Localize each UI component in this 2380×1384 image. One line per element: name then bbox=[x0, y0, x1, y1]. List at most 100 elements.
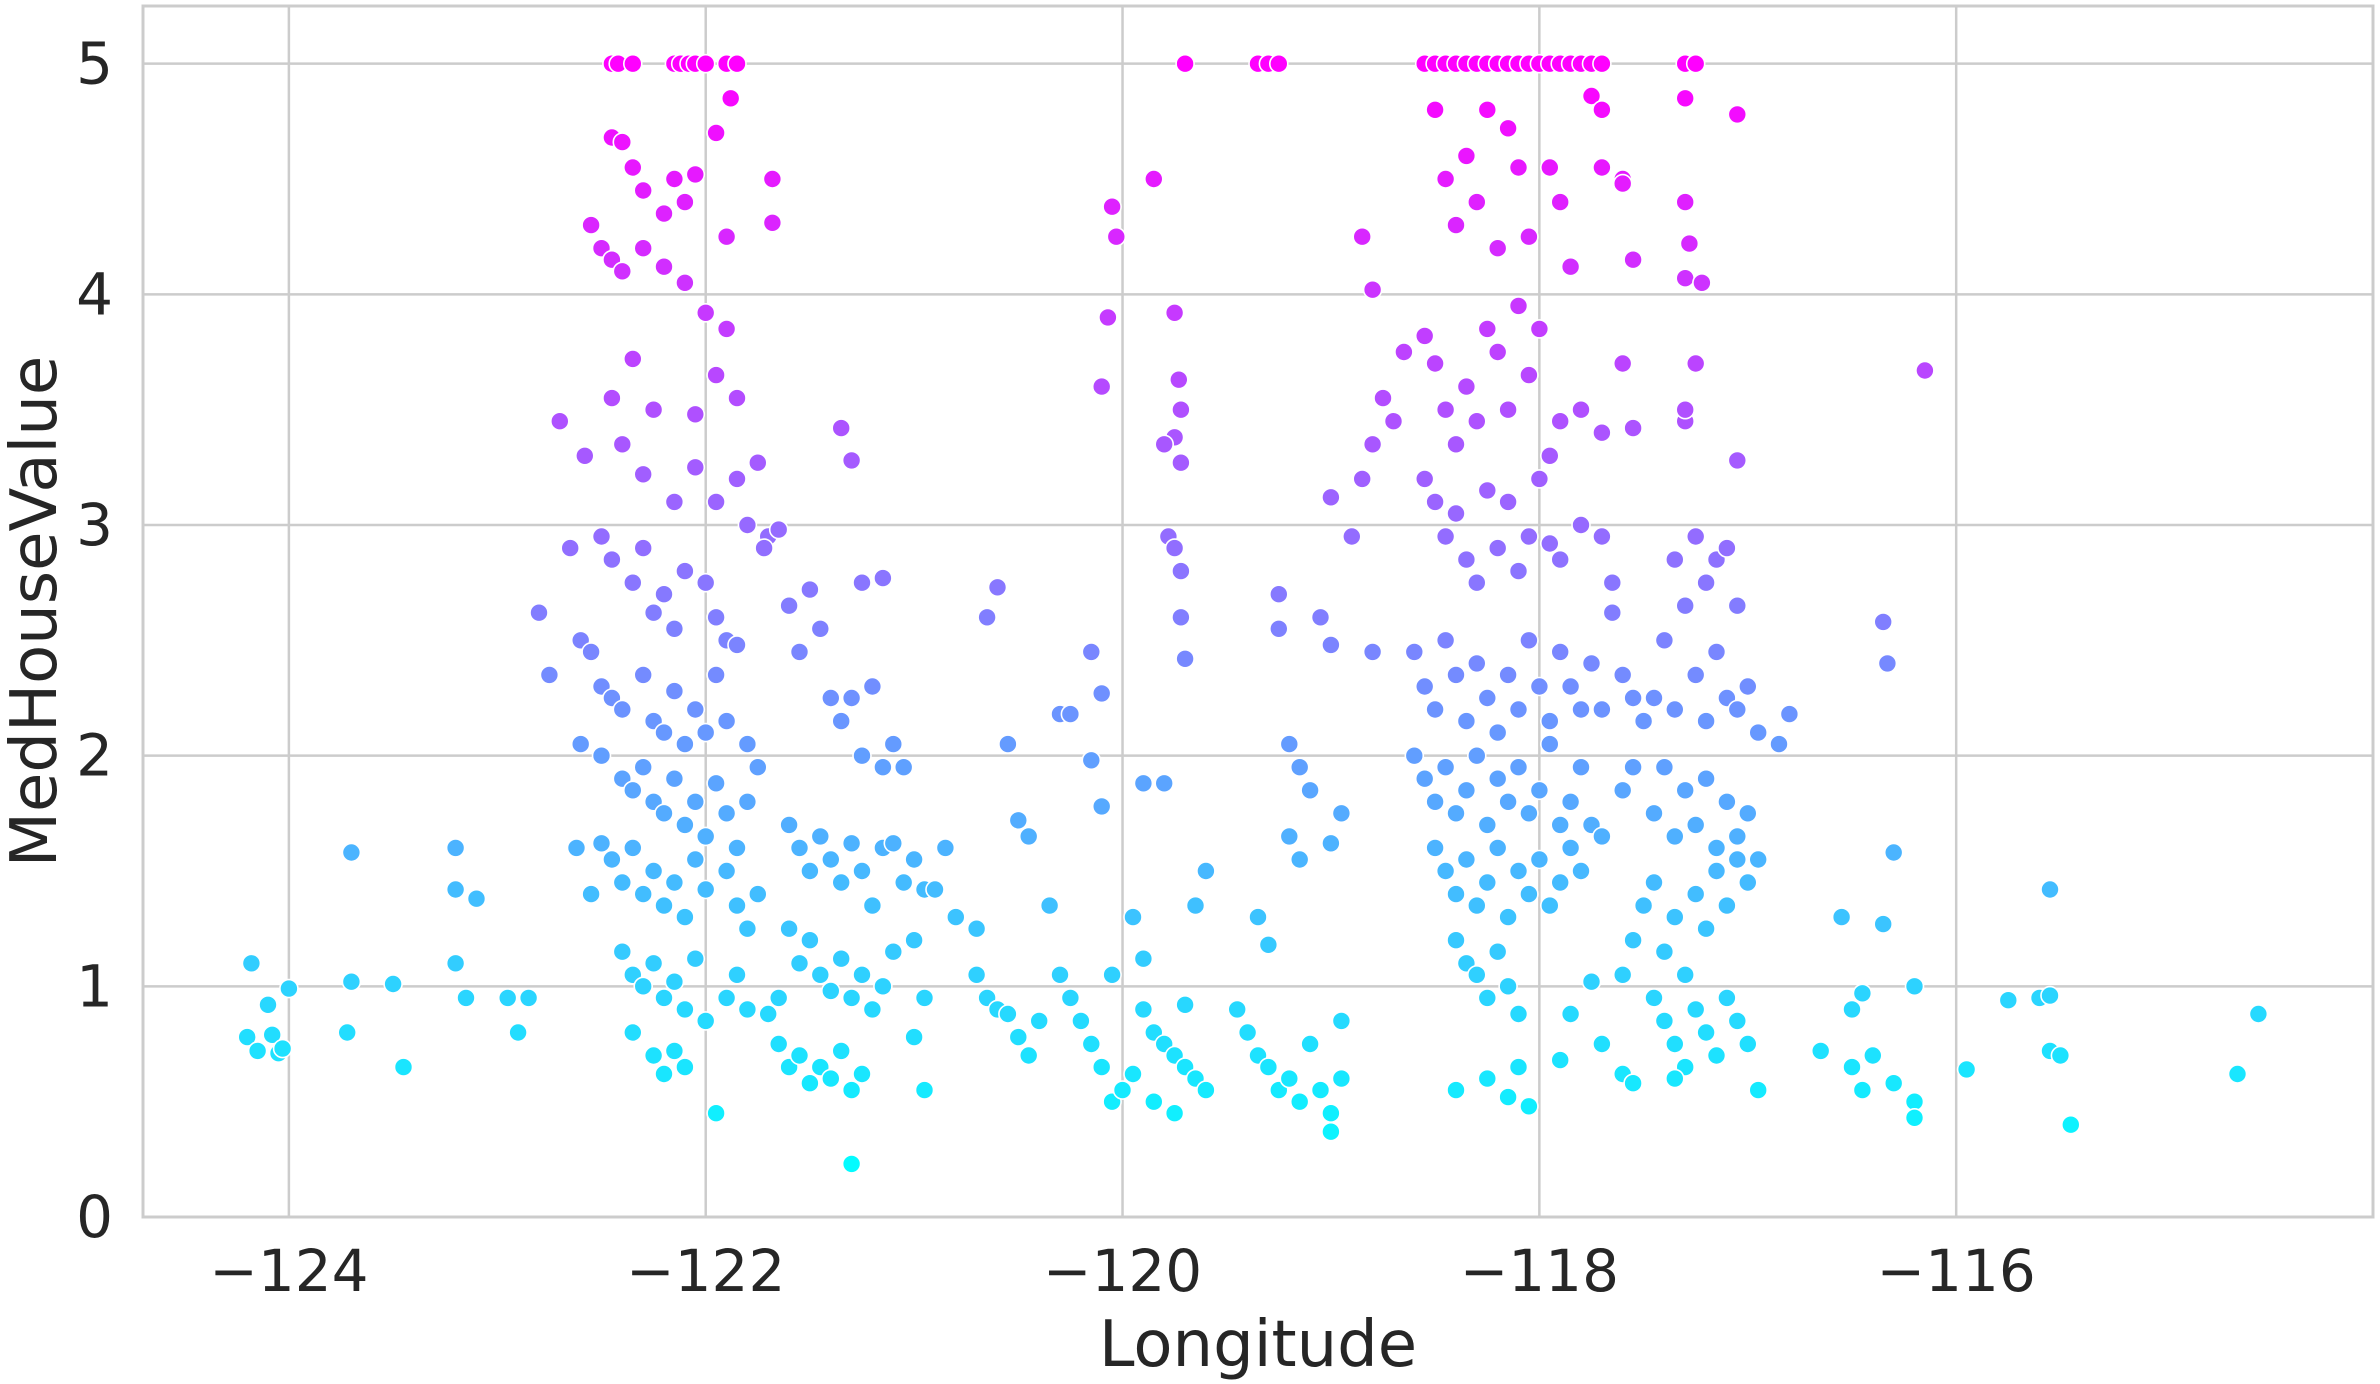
data-point bbox=[1738, 872, 1758, 893]
data-point bbox=[1081, 750, 1102, 771]
data-point bbox=[779, 918, 799, 939]
data-point bbox=[237, 1027, 257, 1047]
data-point bbox=[841, 1080, 862, 1100]
data-point bbox=[1727, 849, 1748, 870]
data-point bbox=[1644, 988, 1664, 1008]
data-point bbox=[1863, 1045, 1883, 1066]
data-point bbox=[1373, 388, 1393, 408]
data-point bbox=[258, 994, 278, 1015]
data-point bbox=[1998, 990, 2019, 1011]
data-point bbox=[1018, 1045, 1039, 1066]
data-point bbox=[591, 526, 612, 547]
data-point bbox=[1456, 146, 1477, 166]
data-point bbox=[893, 757, 914, 778]
data-point bbox=[1738, 803, 1758, 824]
data-point bbox=[1467, 653, 1487, 674]
data-point bbox=[612, 941, 633, 962]
data-point bbox=[1602, 602, 1623, 623]
data-point bbox=[612, 132, 633, 152]
data-point bbox=[1362, 434, 1383, 455]
scatter-points bbox=[237, 53, 2269, 1174]
data-point bbox=[695, 53, 716, 74]
data-point bbox=[1102, 196, 1122, 217]
data-point bbox=[1435, 526, 1456, 547]
data-point bbox=[852, 1064, 872, 1084]
data-point bbox=[1904, 1091, 1925, 1112]
data-point bbox=[1508, 296, 1529, 316]
data-point bbox=[1331, 803, 1352, 824]
data-point bbox=[1425, 353, 1445, 374]
data-point bbox=[800, 861, 820, 881]
data-point bbox=[1123, 1064, 1143, 1084]
data-point bbox=[1602, 572, 1623, 593]
data-point bbox=[2227, 1064, 2248, 1084]
data-point bbox=[1717, 791, 1737, 812]
data-point bbox=[1446, 930, 1466, 951]
data-point bbox=[272, 1038, 293, 1059]
data-point bbox=[1727, 104, 1748, 125]
data-point bbox=[1654, 1011, 1675, 1031]
data-point bbox=[810, 618, 831, 639]
data-point bbox=[1425, 838, 1445, 858]
data-point bbox=[1477, 688, 1498, 708]
data-point bbox=[1675, 964, 1695, 985]
data-point bbox=[1644, 872, 1664, 893]
data-point bbox=[1612, 964, 1633, 985]
data-point bbox=[2050, 1045, 2071, 1066]
x-tick-label: −116 bbox=[1877, 1237, 2036, 1305]
data-point bbox=[602, 549, 622, 570]
data-point bbox=[852, 861, 872, 881]
data-point bbox=[456, 988, 476, 1008]
data-point bbox=[873, 757, 893, 778]
y-tick-label: 2 bbox=[76, 722, 113, 790]
data-point bbox=[675, 907, 695, 927]
data-point bbox=[1540, 533, 1560, 554]
data-point bbox=[633, 665, 654, 685]
data-point bbox=[654, 1064, 674, 1084]
data-point bbox=[862, 676, 883, 697]
data-point bbox=[1956, 1059, 1977, 1080]
data-point bbox=[1550, 815, 1570, 835]
data-point bbox=[841, 450, 862, 471]
data-point bbox=[1633, 895, 1654, 916]
data-point bbox=[1696, 1022, 1716, 1043]
data-point bbox=[1081, 1034, 1102, 1054]
data-point bbox=[675, 734, 695, 754]
data-point bbox=[1519, 365, 1539, 385]
data-point bbox=[1915, 360, 1935, 381]
data-point bbox=[977, 607, 997, 628]
data-point bbox=[779, 815, 799, 835]
data-point bbox=[1185, 895, 1206, 916]
data-point bbox=[1508, 561, 1529, 581]
data-point bbox=[622, 157, 643, 178]
data-point bbox=[1654, 630, 1675, 651]
data-point bbox=[1279, 826, 1300, 847]
data-point bbox=[1171, 399, 1191, 420]
x-tick-label: −118 bbox=[1460, 1237, 1619, 1305]
data-point bbox=[1540, 711, 1560, 731]
data-point bbox=[841, 988, 862, 1008]
data-point bbox=[1706, 642, 1727, 662]
data-point bbox=[1519, 803, 1539, 824]
data-point bbox=[1508, 157, 1529, 178]
data-point bbox=[820, 688, 841, 708]
data-point bbox=[1414, 768, 1435, 789]
data-point bbox=[1592, 826, 1612, 847]
data-point bbox=[1529, 469, 1550, 489]
data-point bbox=[1394, 342, 1414, 362]
data-point bbox=[1873, 914, 1893, 934]
data-point bbox=[643, 399, 664, 420]
data-point bbox=[664, 169, 685, 189]
data-point bbox=[1654, 941, 1675, 962]
data-point bbox=[1123, 907, 1143, 927]
data-point bbox=[1487, 838, 1508, 858]
data-point bbox=[337, 1022, 358, 1043]
data-point bbox=[664, 618, 685, 639]
data-point bbox=[1571, 757, 1591, 778]
data-point bbox=[1623, 930, 1643, 951]
data-point bbox=[1644, 688, 1664, 708]
data-point bbox=[768, 988, 789, 1008]
data-point bbox=[262, 1025, 283, 1045]
data-point bbox=[685, 404, 706, 425]
data-point bbox=[904, 930, 924, 951]
